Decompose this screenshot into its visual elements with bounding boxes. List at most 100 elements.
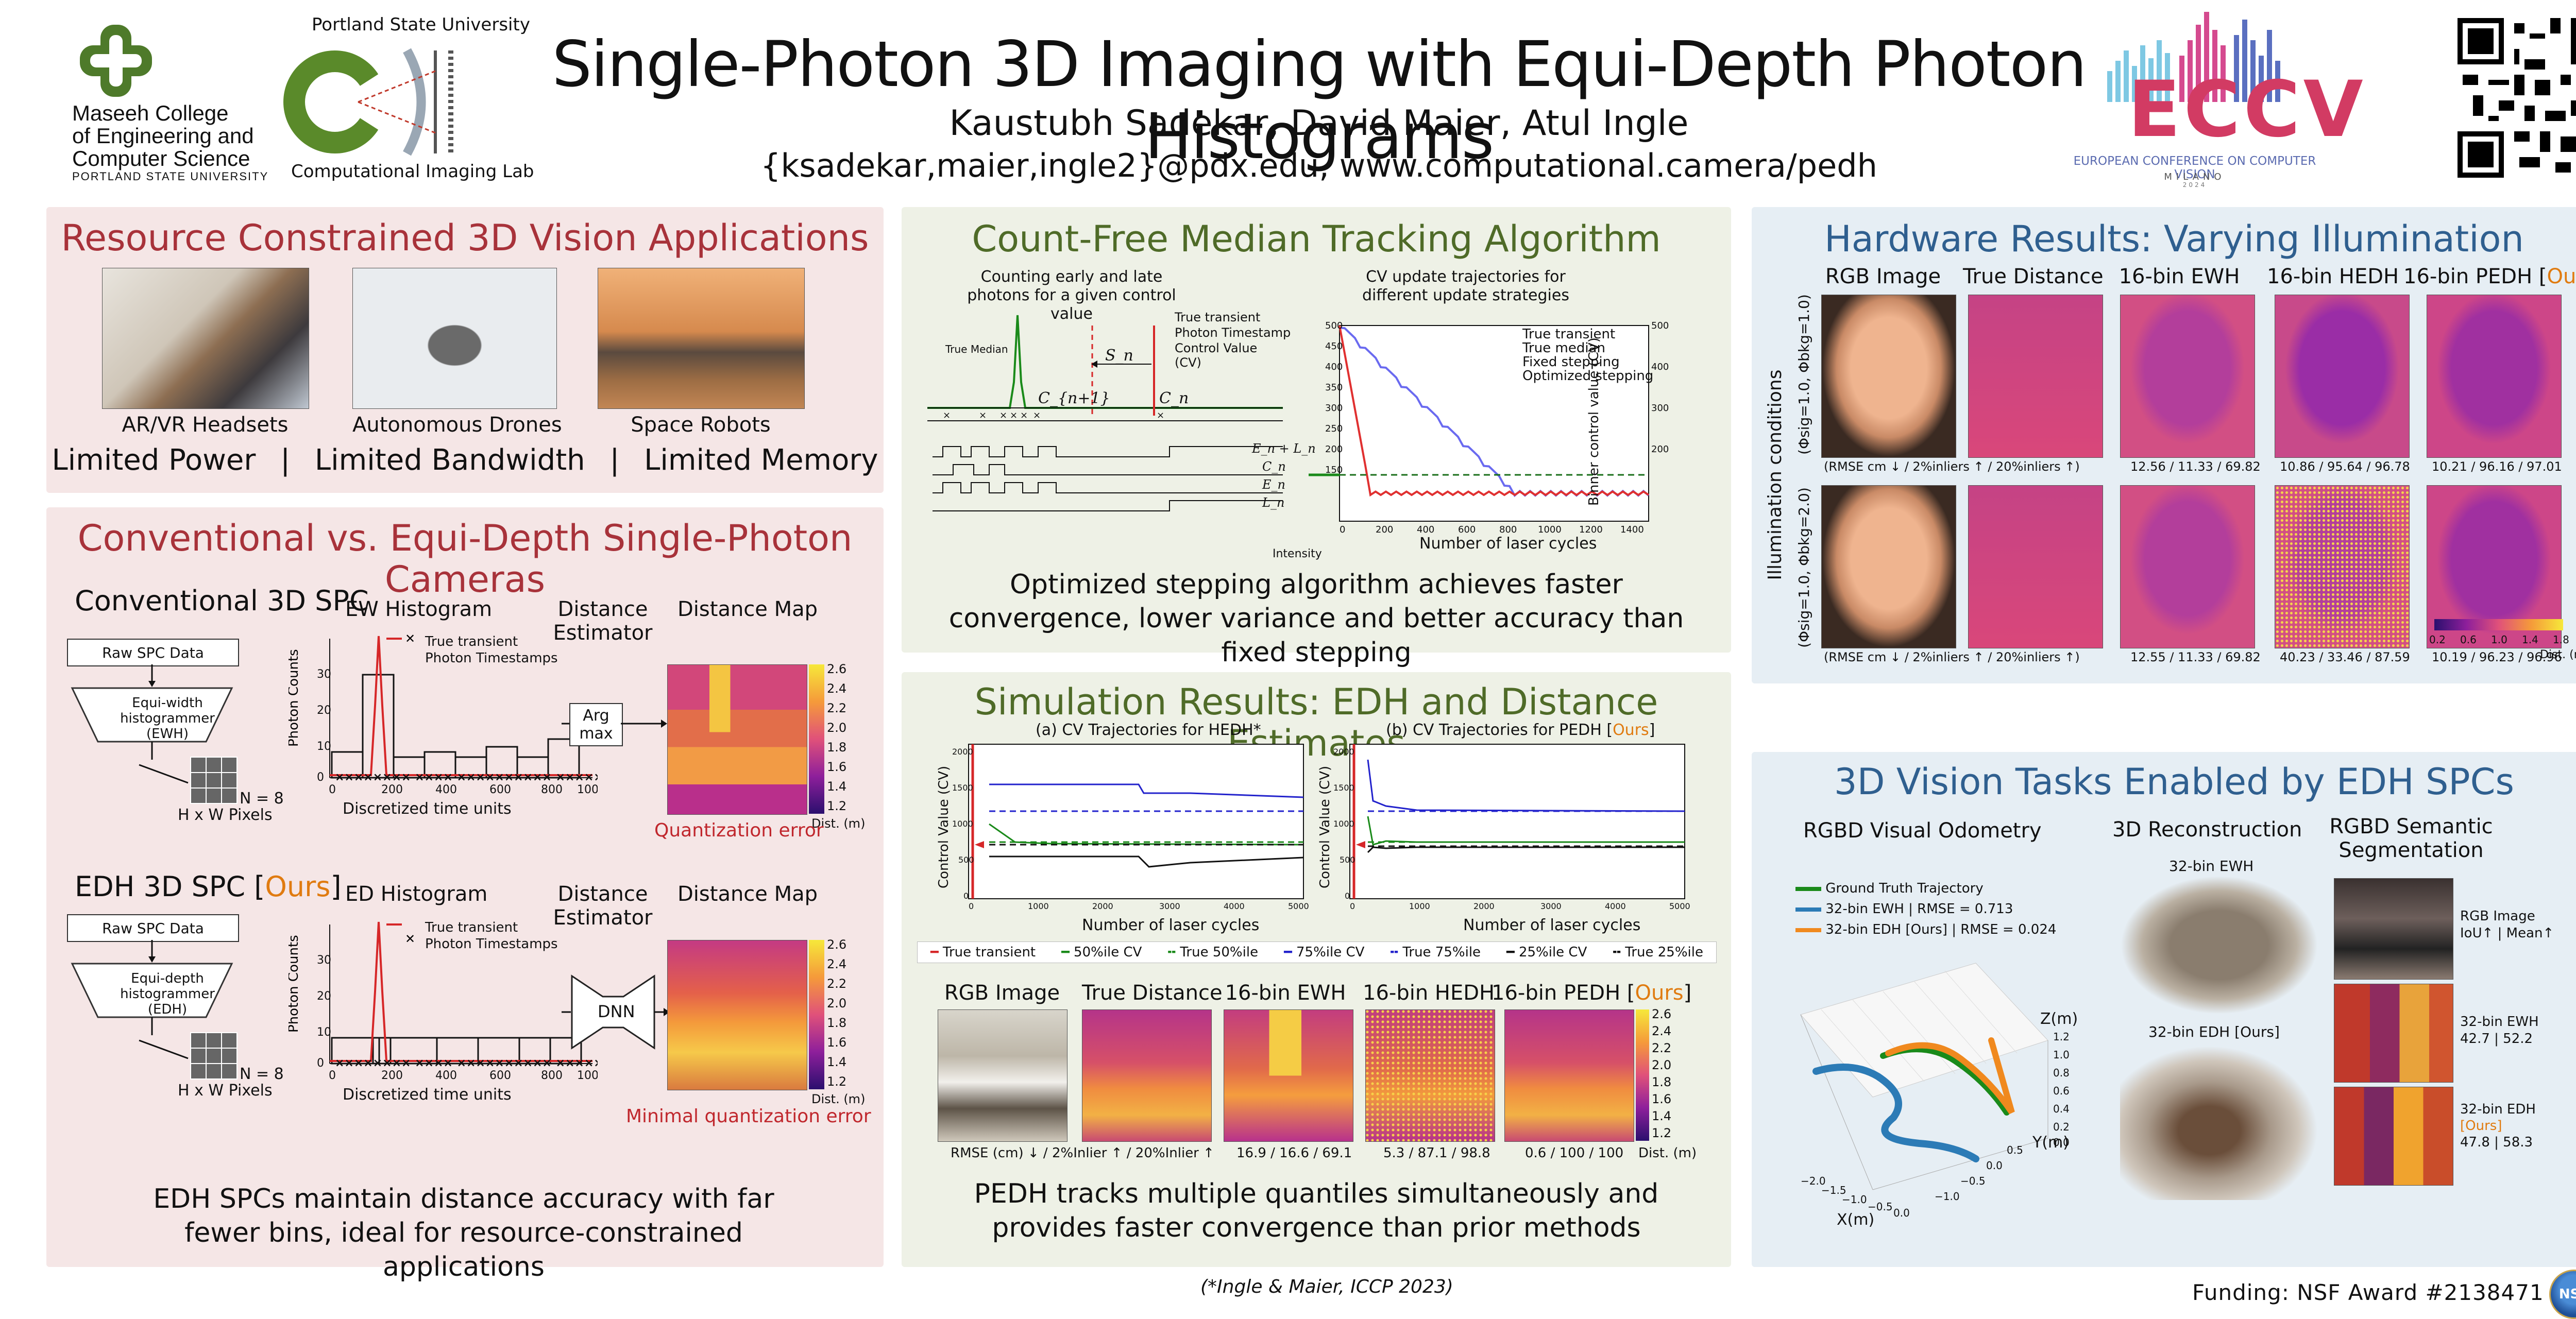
hw-r2-hedh <box>2275 485 2410 648</box>
svg-text:×: × <box>1157 410 1164 421</box>
sim-hedh-distance <box>1365 1009 1495 1142</box>
edh-distance-map <box>667 940 807 1090</box>
svg-text:×: × <box>979 410 987 421</box>
edh-heading: EDH 3D SPC [Ours] <box>75 870 342 903</box>
svg-text:1000: 1000 <box>1333 819 1354 829</box>
svg-text:300: 300 <box>1325 403 1343 414</box>
edh-histogrammer-label: Equi-depth histogrammer (EDH) <box>120 971 215 1017</box>
edh-heading-ours: Ours <box>265 870 331 903</box>
conv-legend-timestamps: Photon Timestamps <box>425 650 558 666</box>
median-sn-label: S_n <box>1105 347 1133 365</box>
svg-text:400: 400 <box>435 783 457 796</box>
svg-text:800: 800 <box>541 1069 563 1082</box>
median-right-legend-3: Optimized stepping <box>1522 368 1654 384</box>
svg-text:0: 0 <box>317 771 324 784</box>
conv-hist-title: EW Histogram <box>345 597 493 621</box>
sim-legend-item-2: ╍ True 50%ile <box>1167 945 1259 960</box>
svg-text:3000: 3000 <box>1159 901 1180 911</box>
conv-cbar-tick-1: 2.4 <box>827 681 847 696</box>
svg-text:0.0: 0.0 <box>1893 1207 1910 1219</box>
limit-bandwidth: Limited Bandwidth <box>314 443 585 477</box>
sim-cbar-tick-6: 1.4 <box>1652 1109 1672 1123</box>
conv-cbar-tick-4: 1.8 <box>827 740 847 755</box>
edh-raw-data-box: Raw SPC Data <box>67 914 239 942</box>
edh-pipeline-diagram <box>71 940 238 1080</box>
conv-histogrammer-label: Equi-width histogrammer (EWH) <box>120 695 215 742</box>
edh-estimator-title: Distance Estimator <box>553 882 653 930</box>
edh-pixels-label: H x W Pixels <box>178 1082 273 1100</box>
edh-cbar-tick-3: 2.0 <box>827 996 847 1010</box>
eccv-year: 2024 <box>2182 181 2207 189</box>
sim-cbar-tick-7: 1.2 <box>1652 1126 1672 1140</box>
svg-text:1000: 1000 <box>1409 901 1430 911</box>
odometry-legend-edh: 32-bin EDH [Ours] | RMSE = 0.024 <box>1795 919 2056 940</box>
hardware-panel: Hardware Results: Varying Illumination R… <box>1752 207 2576 683</box>
edh-colorbar <box>809 940 824 1089</box>
median-left-caption: Counting early and late photons for a gi… <box>967 268 1176 323</box>
nsf-icon: NSF <box>2558 1287 2576 1302</box>
svg-text:20: 20 <box>317 704 331 717</box>
rover-photo <box>598 268 805 409</box>
sim-img-title-4: 16-bin PEDH [Ours] <box>1492 981 1692 1005</box>
college-line-4: PORTLAND STATE UNIVERSITY <box>72 170 269 183</box>
conv-cbar-tick-5: 1.6 <box>827 760 847 774</box>
svg-text:200: 200 <box>381 783 403 796</box>
edh-hist-title: ED Histogram <box>345 882 488 906</box>
edh-estimator-label: DNN <box>598 1002 635 1021</box>
sim-img-title-0: RGB Image <box>944 981 1060 1005</box>
conv-n-label: N = 8 <box>240 790 284 808</box>
svg-text:0.6: 0.6 <box>2053 1085 2070 1097</box>
svg-text:0.8: 0.8 <box>2053 1067 2070 1079</box>
edh-legend-timestamps: Photon Timestamps <box>425 936 558 952</box>
sim-cbar-tick-4: 1.8 <box>1652 1075 1672 1089</box>
svg-text:0.0: 0.0 <box>2053 1136 2070 1149</box>
sim-legend-item-5: ━ 25%ile CV <box>1506 945 1587 960</box>
hw-r1-metric-hedh: 10.86 / 95.64 / 96.78 <box>2280 459 2410 474</box>
svg-text:30: 30 <box>317 954 331 967</box>
svg-text:5000: 5000 <box>1288 901 1309 911</box>
svg-text:500: 500 <box>1651 320 1669 331</box>
arvr-label: AR/VR Headsets <box>122 413 289 437</box>
conv-legend-transient: True transient <box>425 634 518 649</box>
seg-rgb-image <box>2334 878 2453 980</box>
svg-text:0: 0 <box>1340 524 1345 535</box>
qr-code[interactable] <box>2452 13 2576 183</box>
conventional-panel-title: Conventional vs. Equi-Depth Single-Photo… <box>77 517 853 601</box>
sim-metric-hedh: 5.3 / 87.1 / 98.8 <box>1383 1145 1490 1161</box>
hw-row1-condition: (Φsig=1.0, Φbkg=1.0) <box>1795 294 1812 455</box>
sim-caption: PEDH tracks multiple quantiles simultane… <box>974 1178 1659 1243</box>
sim-legend-item-1: ━ 50%ile CV <box>1061 945 1142 960</box>
svg-text:600: 600 <box>1458 524 1476 535</box>
limit-memory: Limited Memory <box>644 443 878 477</box>
hw-cbar-tick-4: 1.8 <box>2553 633 2569 646</box>
hw-col-title-0: RGB Image <box>1825 265 1941 288</box>
reconstruction-title: 3D Reconstruction <box>2112 818 2302 842</box>
hw-r1-metrics-label: (RMSE cm ↓ / 2%inliers ↑ / 20%inliers ↑) <box>1824 459 2080 474</box>
seg-edh-ours: [Ours] <box>2460 1118 2502 1134</box>
eccv-subtitle: EUROPEAN CONFERENCE ON COMPUTER VISION <box>2073 155 2316 181</box>
svg-text:0.4: 0.4 <box>2053 1103 2070 1115</box>
median-intensity-label: Intensity <box>1273 547 1322 560</box>
median-panel-title: Count-Free Median Tracking Algorithm <box>972 218 1661 260</box>
hw-side-label: Illumination conditions <box>1765 331 1786 619</box>
median-legend-cv: Control Value (CV) <box>1175 341 1258 370</box>
median-row-label-3: L_n <box>1262 495 1285 510</box>
median-row-label-2: E_n <box>1262 477 1285 492</box>
svg-text:10: 10 <box>317 1026 331 1039</box>
svg-text:0.2: 0.2 <box>2053 1121 2070 1133</box>
seg-edh-image <box>2334 1087 2453 1186</box>
hw-col-title-1: True Distance <box>1963 265 2104 288</box>
svg-text:2000: 2000 <box>952 747 973 757</box>
odometry-ylabel: Y(m) <box>2032 1134 2069 1152</box>
edh-error-label: Minimal quantization error <box>626 1106 871 1127</box>
footer-citation: (*Ingle & Maier, ICCP 2023) <box>1200 1276 1453 1297</box>
conv-cbar-tick-2: 2.2 <box>827 701 847 715</box>
conv-map-title: Distance Map <box>677 597 818 621</box>
svg-text:2000: 2000 <box>1333 747 1354 757</box>
svg-text:×: × <box>1020 410 1028 421</box>
sim-plot-a-xlabel: Number of laser cycles <box>1082 916 1260 934</box>
svg-text:✕: ✕ <box>405 631 415 646</box>
svg-text:400: 400 <box>1417 524 1434 535</box>
sim-cbar-label: Dist. (m) <box>1638 1145 1697 1161</box>
conv-ylabel: Photon Counts <box>289 649 301 747</box>
